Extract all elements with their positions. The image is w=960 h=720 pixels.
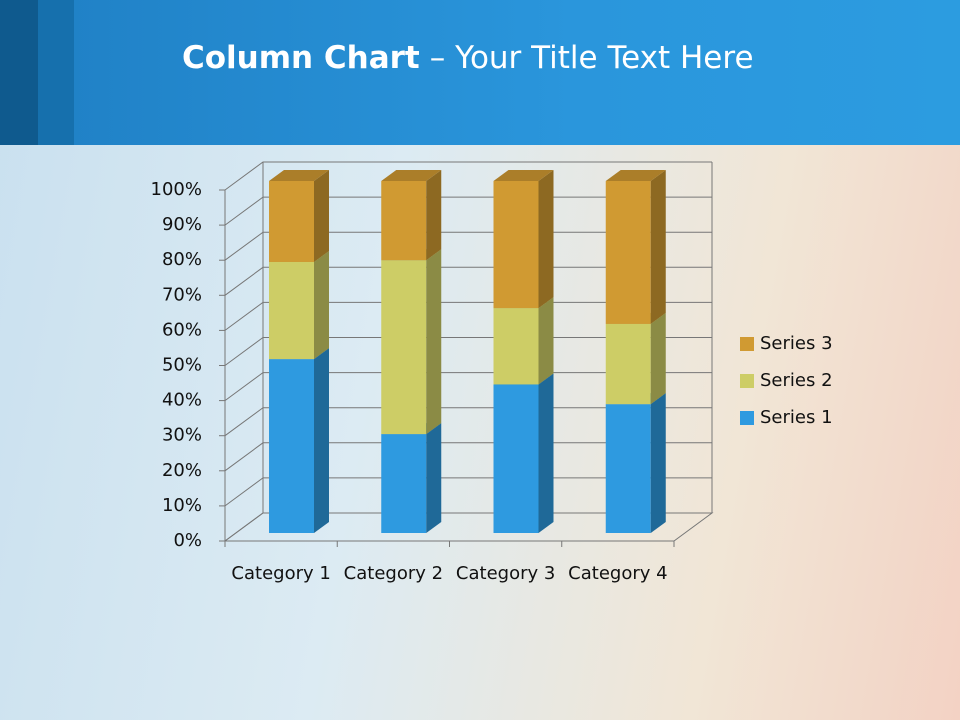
bar-segment (381, 423, 442, 533)
bar-front (493, 384, 539, 533)
y-tick-label: 0% (173, 530, 202, 551)
bar-front (269, 359, 314, 533)
y-tick-label: 30% (162, 425, 202, 446)
bar-front (605, 323, 651, 405)
bar-side (314, 348, 329, 533)
title-bold: Column Chart (182, 40, 420, 76)
header-bar (0, 0, 960, 145)
grid-line (224, 372, 712, 402)
y-tick-label: 70% (162, 284, 202, 305)
y-tick-label: 40% (162, 390, 202, 411)
y-tick-label: 80% (162, 249, 202, 270)
grid-line (224, 161, 712, 191)
bar-side (650, 393, 666, 533)
y-tick-label: 20% (162, 460, 202, 481)
legend-label: Series 1 (760, 407, 833, 428)
legend-swatch (740, 374, 754, 388)
bar-front (269, 261, 314, 360)
grid-line (224, 442, 712, 472)
bar-segment (605, 393, 666, 533)
slide-title: Column Chart – Your Title Text Here (182, 40, 754, 76)
bar-front (605, 404, 651, 533)
bar-front (381, 181, 427, 261)
bar-segment (605, 312, 666, 405)
bar-side (650, 170, 666, 324)
grid-line (224, 407, 712, 437)
grid-line (224, 477, 712, 507)
bar-side (426, 249, 442, 435)
bar-top (381, 170, 442, 181)
legend-swatch (740, 411, 754, 425)
legend-swatch (740, 337, 754, 351)
bar-front (493, 181, 539, 309)
bar-side (538, 373, 554, 533)
y-tick-label: 100% (151, 179, 202, 200)
bar-top (493, 170, 554, 181)
grid-line (224, 512, 712, 542)
bar-front (381, 260, 427, 435)
grid-line (224, 301, 712, 331)
bar-side (650, 312, 666, 405)
legend-label: Series 3 (760, 333, 833, 354)
bar-top (605, 170, 666, 181)
grid-line (224, 337, 712, 366)
grid-line (224, 231, 712, 261)
bar-top (269, 170, 329, 181)
x-tick-label: Category 4 (568, 563, 668, 584)
bar-segment (269, 170, 329, 262)
bar-segment (381, 249, 442, 435)
y-tick-label: 60% (162, 319, 202, 340)
title-rest: – Your Title Text Here (429, 40, 754, 76)
grid-line (224, 266, 712, 296)
bar-segment (493, 170, 554, 309)
bar-segment (493, 297, 554, 385)
header-strip (0, 0, 38, 145)
bar-side (314, 250, 329, 360)
bar-front (493, 308, 539, 385)
bar-side (426, 170, 442, 261)
legend-label: Series 2 (760, 370, 833, 391)
bar-front (269, 181, 314, 262)
y-tick-label: 10% (162, 495, 202, 516)
y-tick-label: 90% (162, 214, 202, 235)
y-tick-label: 50% (162, 355, 202, 376)
bar-segment (381, 170, 442, 261)
bar-front (381, 434, 427, 533)
bar-side (538, 170, 554, 309)
bar-side (426, 423, 442, 533)
x-tick-label: Category 3 (455, 563, 556, 584)
bar-side (538, 297, 554, 385)
bar-segment (493, 373, 554, 533)
bar-segment (269, 348, 329, 533)
x-tick-label: Category 1 (231, 563, 331, 584)
header-strip (38, 0, 74, 145)
bar-segment (269, 250, 329, 360)
bar-segment (605, 170, 666, 324)
x-tick-label: Category 2 (343, 563, 444, 584)
grid-line (224, 196, 712, 226)
bar-side (314, 170, 329, 262)
bar-front (605, 181, 651, 324)
